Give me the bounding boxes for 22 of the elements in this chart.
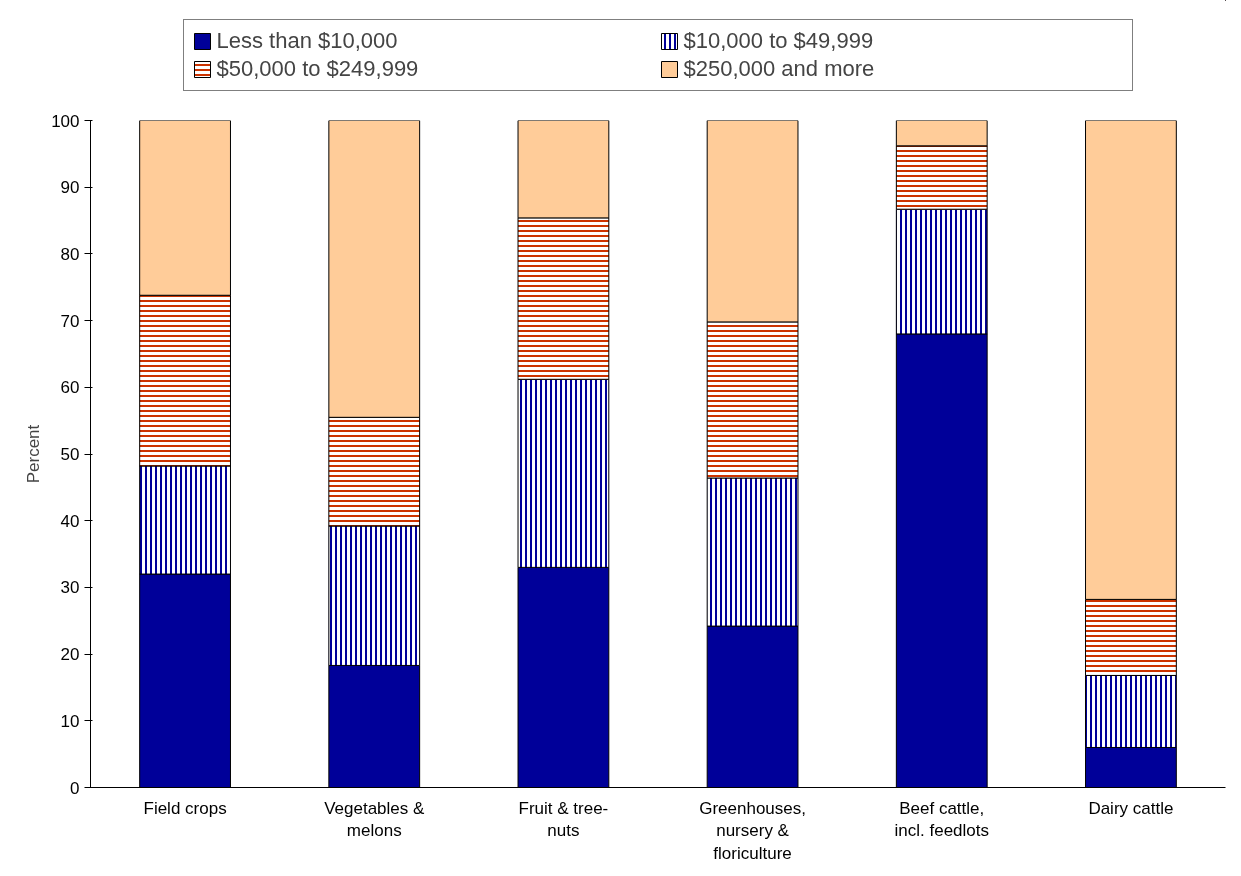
y-tick-label: 60 — [60, 378, 80, 398]
x-tick-label: Field crops — [143, 798, 227, 818]
y-tick-label: 50 — [60, 445, 80, 464]
y-tick-label: 90 — [60, 178, 80, 198]
y-tick-label: 100 — [51, 111, 80, 131]
legend-label: $10,000 to $49,999 — [683, 28, 875, 54]
y-tick-label: 30 — [60, 578, 80, 598]
y-tick-label: 70 — [60, 311, 80, 331]
y-tick-label: 80 — [60, 244, 80, 264]
x-tick-label: Dairy cattle — [1088, 798, 1174, 818]
y-tick-label: 10 — [60, 711, 80, 731]
x-tick-label: Fruit & tree-nuts — [518, 798, 609, 841]
legend-label: $50,000 to $249,999 — [216, 56, 420, 82]
x-tick-label: Beef cattle, incl. feedlots — [894, 798, 989, 841]
legend-label: $250,000 and more — [683, 56, 876, 82]
legend-label: Less than $10,000 — [216, 28, 399, 54]
y-axis-title: Percent — [24, 424, 44, 484]
y-tick-label: 40 — [60, 511, 80, 531]
y-tick-label: 0 — [70, 778, 80, 798]
x-tick-label: Vegetables & melons — [324, 798, 426, 841]
y-tick-label: 20 — [60, 645, 80, 665]
x-tick-label: Greenhouses, nursery & floriculture — [699, 798, 806, 864]
